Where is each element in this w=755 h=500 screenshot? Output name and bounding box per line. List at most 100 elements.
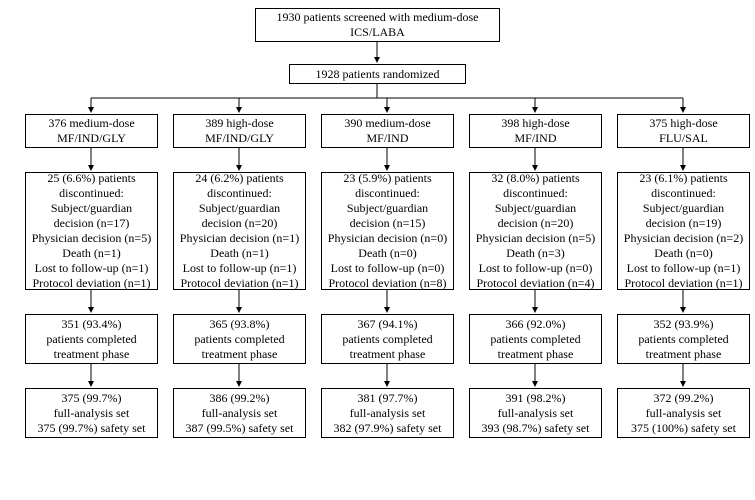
disc-reason: Protocol deviation (n=1)	[624, 276, 742, 291]
arm-1-name: 389 high-dose MF/IND/GLY	[173, 114, 306, 148]
disc-reason: Lost to follow-up (n=1)	[183, 261, 297, 276]
comp-line: 365 (93.8%)	[210, 317, 270, 332]
arm-1-completed: 365 (93.8%) patients completed treatment…	[173, 314, 306, 364]
arm-0-completed: 351 (93.4%) patients completed treatment…	[25, 314, 158, 364]
disc-header: discontinued:	[59, 186, 124, 201]
comp-line: treatment phase	[350, 347, 426, 362]
disc-reason: Physician decision (n=2)	[624, 231, 743, 246]
arm-label: 375 high-dose	[649, 116, 717, 131]
comp-line: treatment phase	[646, 347, 722, 362]
arm-label: FLU/SAL	[659, 131, 708, 146]
disc-reason: Lost to follow-up (n=0)	[479, 261, 593, 276]
disc-reason: Death (n=0)	[358, 246, 416, 261]
sets-line: 387 (99.5%) safety set	[186, 421, 294, 436]
disc-reason: decision (n=17)	[54, 216, 130, 231]
disc-header: discontinued:	[651, 186, 716, 201]
disc-reason: Protocol deviation (n=8)	[328, 276, 446, 291]
disc-reason: Subject/guardian	[347, 201, 428, 216]
sets-line: full-analysis set	[350, 406, 426, 421]
arm-3-sets: 391 (98.2%) full-analysis set 393 (98.7%…	[469, 388, 602, 438]
disc-reason: Subject/guardian	[199, 201, 280, 216]
arm-2-completed: 367 (94.1%) patients completed treatment…	[321, 314, 454, 364]
disc-reason: decision (n=15)	[350, 216, 426, 231]
arm-3-completed: 366 (92.0%) patients completed treatment…	[469, 314, 602, 364]
arm-label: MF/IND/GLY	[57, 131, 126, 146]
disc-header: 23 (5.9%) patients	[343, 171, 431, 186]
comp-line: patients completed	[638, 332, 728, 347]
arm-label: 389 high-dose	[205, 116, 273, 131]
sets-line: 381 (97.7%)	[358, 391, 418, 406]
arm-4-completed: 352 (93.9%) patients completed treatment…	[617, 314, 750, 364]
sets-line: 375 (99.7%) safety set	[38, 421, 146, 436]
arm-label: 398 high-dose	[501, 116, 569, 131]
disc-header: discontinued:	[355, 186, 420, 201]
comp-line: treatment phase	[54, 347, 130, 362]
disc-reason: Physician decision (n=5)	[476, 231, 595, 246]
sets-line: full-analysis set	[646, 406, 722, 421]
sets-line: 386 (99.2%)	[210, 391, 270, 406]
arm-3-name: 398 high-dose MF/IND	[469, 114, 602, 148]
arm-4-sets: 372 (99.2%) full-analysis set 375 (100%)…	[617, 388, 750, 438]
sets-line: full-analysis set	[54, 406, 130, 421]
sets-line: full-analysis set	[202, 406, 278, 421]
disc-reason: Death (n=1)	[62, 246, 120, 261]
screened-line1: 1930 patients screened with medium-dose	[277, 10, 479, 25]
disc-header: 23 (6.1%) patients	[639, 171, 727, 186]
comp-line: 352 (93.9%)	[654, 317, 714, 332]
arm-1-disc: 24 (6.2%) patients discontinued: Subject…	[173, 172, 306, 290]
arm-2-name: 390 medium-dose MF/IND	[321, 114, 454, 148]
randomized-box: 1928 patients randomized	[289, 64, 466, 84]
screened-box: 1930 patients screened with medium-dose …	[255, 8, 500, 42]
arm-1-sets: 386 (99.2%) full-analysis set 387 (99.5%…	[173, 388, 306, 438]
arm-label: MF/IND	[514, 131, 556, 146]
comp-line: 366 (92.0%)	[506, 317, 566, 332]
disc-reason: decision (n=19)	[646, 216, 722, 231]
disc-reason: Protocol deviation (n=1)	[180, 276, 298, 291]
disc-reason: Protocol deviation (n=1)	[32, 276, 150, 291]
arm-0-name: 376 medium-dose MF/IND/GLY	[25, 114, 158, 148]
sets-line: 372 (99.2%)	[654, 391, 714, 406]
comp-line: 367 (94.1%)	[358, 317, 418, 332]
disc-reason: decision (n=20)	[498, 216, 574, 231]
comp-line: patients completed	[490, 332, 580, 347]
sets-line: 382 (97.9%) safety set	[334, 421, 442, 436]
comp-line: treatment phase	[498, 347, 574, 362]
arm-label: 390 medium-dose	[344, 116, 430, 131]
comp-line: patients completed	[46, 332, 136, 347]
disc-reason: decision (n=20)	[202, 216, 278, 231]
flowchart-canvas: 1930 patients screened with medium-dose …	[0, 0, 755, 500]
sets-line: 391 (98.2%)	[506, 391, 566, 406]
disc-reason: Lost to follow-up (n=0)	[331, 261, 445, 276]
arm-label: MF/IND	[366, 131, 408, 146]
disc-header: 32 (8.0%) patients	[491, 171, 579, 186]
arm-0-sets: 375 (99.7%) full-analysis set 375 (99.7%…	[25, 388, 158, 438]
disc-reason: Protocol deviation (n=4)	[476, 276, 594, 291]
arm-3-disc: 32 (8.0%) patients discontinued: Subject…	[469, 172, 602, 290]
arm-4-name: 375 high-dose FLU/SAL	[617, 114, 750, 148]
sets-line: full-analysis set	[498, 406, 574, 421]
arm-4-disc: 23 (6.1%) patients discontinued: Subject…	[617, 172, 750, 290]
randomized-text: 1928 patients randomized	[316, 67, 440, 82]
disc-reason: Subject/guardian	[495, 201, 576, 216]
screened-line2: ICS/LABA	[350, 25, 405, 40]
arm-0-disc: 25 (6.6%) patients discontinued: Subject…	[25, 172, 158, 290]
comp-line: patients completed	[194, 332, 284, 347]
disc-reason: Subject/guardian	[51, 201, 132, 216]
disc-header: discontinued:	[503, 186, 568, 201]
disc-header: 24 (6.2%) patients	[195, 171, 283, 186]
disc-reason: Physician decision (n=1)	[180, 231, 299, 246]
comp-line: treatment phase	[202, 347, 278, 362]
disc-reason: Death (n=1)	[210, 246, 268, 261]
sets-line: 375 (99.7%)	[62, 391, 122, 406]
disc-header: discontinued:	[207, 186, 272, 201]
disc-header: 25 (6.6%) patients	[47, 171, 135, 186]
arm-2-sets: 381 (97.7%) full-analysis set 382 (97.9%…	[321, 388, 454, 438]
sets-line: 375 (100%) safety set	[631, 421, 736, 436]
disc-reason: Physician decision (n=0)	[328, 231, 447, 246]
arm-2-disc: 23 (5.9%) patients discontinued: Subject…	[321, 172, 454, 290]
comp-line: patients completed	[342, 332, 432, 347]
arm-label: 376 medium-dose	[48, 116, 134, 131]
sets-line: 393 (98.7%) safety set	[482, 421, 590, 436]
disc-reason: Lost to follow-up (n=1)	[627, 261, 741, 276]
disc-reason: Physician decision (n=5)	[32, 231, 151, 246]
